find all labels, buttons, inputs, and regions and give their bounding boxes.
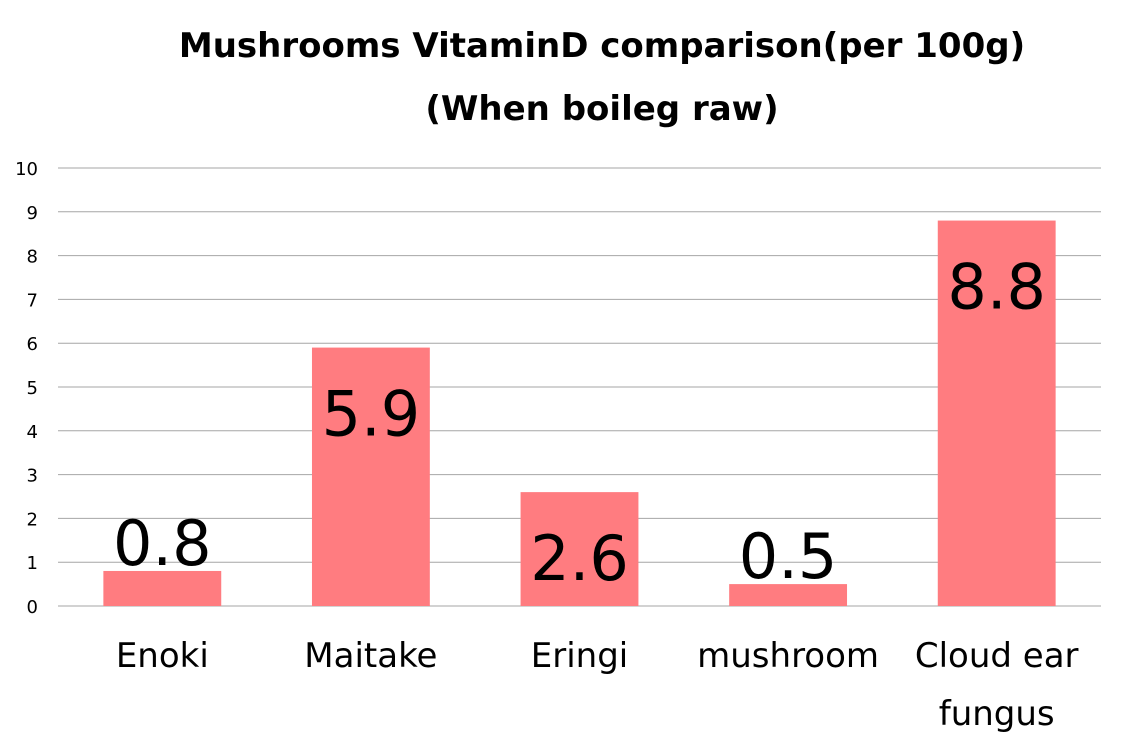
x-axis-category-labels: Enoki Maitake Eringi mushroom Cloud ear fungu… xyxy=(116,636,1079,734)
category-label: Maitake xyxy=(304,636,437,676)
data-label: 2.6 xyxy=(530,522,629,595)
gridlines xyxy=(58,167,1101,607)
y-tick-label: 6 xyxy=(27,334,38,355)
category-label: fungus xyxy=(939,694,1055,734)
category-label: mushroom xyxy=(697,636,879,676)
y-tick-label: 0 xyxy=(27,597,38,618)
y-tick-label: 5 xyxy=(27,378,38,399)
chart-subtitle: (When boileg raw) xyxy=(425,89,778,129)
chart-title: Mushrooms VitaminD comparison(per 100g) xyxy=(179,26,1025,66)
bar xyxy=(520,492,639,606)
bar xyxy=(729,584,848,606)
category-label: Cloud ear xyxy=(915,636,1079,676)
bars xyxy=(103,220,1056,606)
bar xyxy=(311,347,430,606)
y-tick-label: 8 xyxy=(27,247,38,268)
y-tick-label: 3 xyxy=(27,466,38,487)
y-tick-label: 2 xyxy=(27,509,38,530)
data-labels: 0.8 5.9 2.6 0.5 8.8 xyxy=(113,251,1046,596)
bar xyxy=(937,220,1056,606)
category-label: Eringi xyxy=(531,636,628,676)
y-tick-label: 10 xyxy=(15,159,38,180)
data-label: 8.8 xyxy=(947,251,1046,324)
data-label: 0.8 xyxy=(113,507,212,580)
y-tick-label: 9 xyxy=(27,203,38,224)
data-label: 0.5 xyxy=(739,520,838,593)
y-tick-label: 1 xyxy=(27,553,38,574)
data-label: 5.9 xyxy=(322,378,421,451)
y-axis-tick-labels: 0 1 2 3 4 5 6 7 8 9 10 xyxy=(15,159,38,618)
category-label: Enoki xyxy=(116,636,209,676)
y-tick-label: 4 xyxy=(27,422,38,443)
bar xyxy=(103,570,222,606)
y-tick-label: 7 xyxy=(27,290,38,311)
